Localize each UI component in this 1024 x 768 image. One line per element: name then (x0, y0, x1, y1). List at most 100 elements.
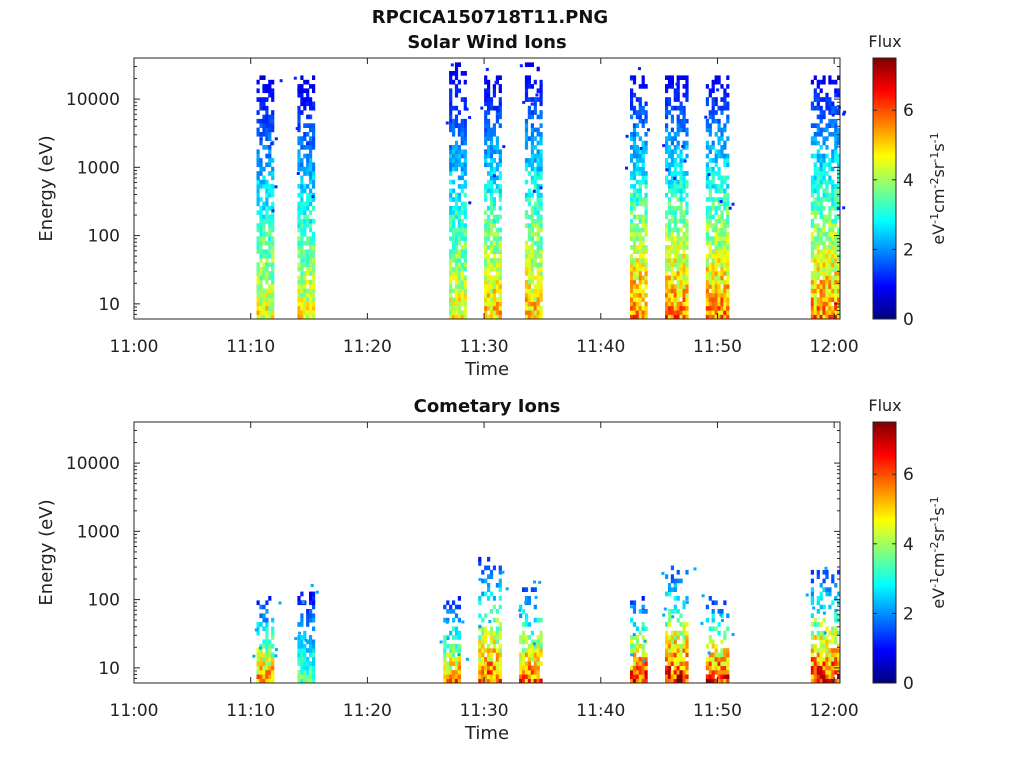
flux-cell (679, 266, 683, 272)
flux-cell (632, 201, 637, 207)
flux-cell (484, 118, 488, 124)
flux-cell (819, 604, 823, 610)
colorbar-tick-label: 0 (903, 310, 914, 330)
flux-cell (268, 88, 272, 94)
flux-cell (723, 656, 727, 662)
flux-cell (481, 670, 485, 675)
panel-title: Cometary Ions (414, 396, 561, 417)
flux-cell (268, 188, 272, 194)
y-tick-label: 10000 (66, 90, 120, 110)
flux-cell (632, 284, 637, 289)
flux-cell (303, 665, 307, 671)
flux-cell (533, 648, 537, 653)
flux-cell (533, 232, 537, 237)
flux-cell (492, 565, 496, 571)
flux-cell (484, 249, 488, 254)
flux-cell (635, 639, 639, 645)
flux-cell (632, 223, 637, 228)
flux-cell (717, 184, 721, 189)
flux-cell (449, 604, 453, 610)
flux-cell (446, 652, 450, 658)
flux-cell (825, 197, 829, 202)
flux-cell (711, 258, 715, 263)
flux-cell (268, 153, 272, 159)
flux-cell (527, 314, 531, 320)
flux-cell (630, 192, 634, 198)
flux-cell (452, 188, 456, 194)
flux-cell (259, 205, 263, 211)
flux-cell (632, 79, 637, 85)
flux-cell (256, 661, 260, 666)
flux-cell (816, 609, 820, 614)
flux-cell (676, 262, 680, 268)
flux-cell (259, 656, 263, 662)
flux-cell (679, 661, 683, 666)
flux-cell (492, 630, 496, 636)
flux-cell (630, 648, 634, 653)
flux-cell (303, 643, 307, 649)
flux-cell (825, 214, 829, 220)
flux-cell (670, 236, 674, 241)
flux-cell (489, 105, 494, 111)
flux-cell (644, 118, 648, 124)
flux-cell (642, 659, 646, 663)
flux-cell (495, 284, 499, 289)
flux-cell (665, 179, 669, 185)
flux-cell (705, 166, 709, 172)
flux-cell (495, 301, 499, 307)
flux-cell (265, 262, 269, 268)
flux-cell (265, 292, 269, 298)
flux-cell (842, 206, 846, 210)
flux-cell (457, 236, 461, 241)
flux-cell (452, 153, 456, 159)
flux-cell (536, 214, 540, 220)
flux-cell (262, 105, 266, 111)
flux-cell (262, 218, 266, 224)
flux-cell (463, 253, 467, 259)
flux-cell (309, 210, 313, 215)
flux-cell (825, 92, 829, 98)
flux-cell (819, 643, 823, 649)
flux-cell (723, 205, 727, 211)
flux-cell (638, 245, 642, 250)
flux-cell (271, 214, 275, 220)
flux-cell (679, 153, 683, 159)
flux-cell (271, 175, 275, 181)
flux-cell (457, 249, 461, 254)
flux-cell (256, 310, 260, 315)
flux-cell (536, 674, 540, 679)
flux-cell (449, 179, 453, 185)
flux-cell (309, 97, 313, 102)
flux-cell (300, 75, 304, 80)
flux-cell (635, 661, 639, 666)
flux-cell (673, 305, 677, 311)
flux-cell (825, 626, 829, 632)
flux-cell (527, 171, 531, 176)
flux-cell (300, 617, 304, 623)
flux-cell (825, 232, 829, 237)
flux-cell (454, 661, 459, 666)
flux-cell (256, 670, 260, 675)
flux-cell (816, 301, 820, 307)
flux-cell (828, 648, 832, 653)
flux-cell (726, 253, 730, 259)
flux-cell (825, 656, 829, 662)
flux-cell (307, 114, 311, 118)
flux-cell (536, 279, 540, 285)
flux-cell (834, 245, 838, 250)
flux-cell (679, 75, 683, 80)
flux-cell (262, 166, 266, 172)
flux-cell (816, 188, 820, 194)
flux-cell (837, 613, 841, 619)
flux-cell (819, 639, 823, 645)
flux-cell (813, 227, 817, 233)
flux-cell (813, 288, 817, 294)
flux-cell (265, 314, 269, 320)
flux-cell (454, 635, 459, 640)
flux-cell (667, 284, 672, 289)
flux-cell (312, 262, 316, 268)
flux-cell (492, 214, 496, 220)
flux-cell (670, 275, 674, 281)
flux-cell (457, 314, 461, 320)
flux-cell (723, 652, 727, 658)
